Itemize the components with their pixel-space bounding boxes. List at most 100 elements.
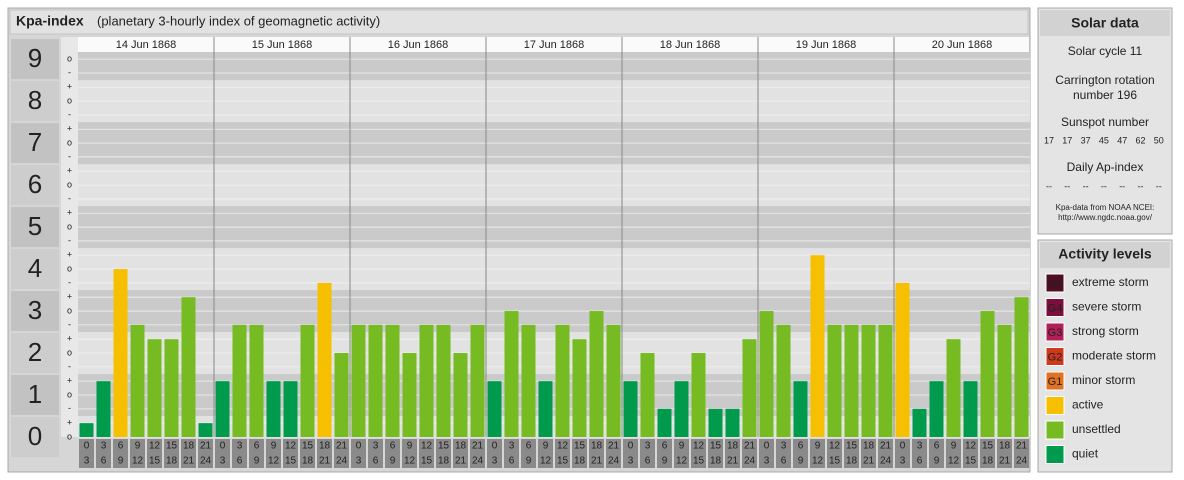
bar — [368, 324, 383, 437]
legend-swatch — [1045, 273, 1065, 293]
date-label: 19 Jun 1868 — [796, 39, 857, 51]
legend-swatch — [1045, 298, 1065, 317]
y-tick-label: 6 — [28, 169, 42, 199]
y-tick-label: 0 — [28, 421, 42, 451]
hour-label: 6 — [373, 456, 379, 467]
legend-badge: G5 — [1048, 278, 1063, 290]
hour-label: 15 — [710, 441, 722, 452]
y-minor-label: o — [67, 95, 72, 105]
hour-label: 24 — [744, 456, 756, 467]
date-label: 15 Jun 1868 — [252, 39, 313, 51]
hour-box — [147, 439, 162, 468]
hour-label: 3 — [237, 441, 243, 452]
date-label: 16 Jun 1868 — [388, 39, 449, 51]
hour-box — [844, 439, 859, 468]
hour-label: 6 — [781, 456, 787, 467]
bar — [810, 255, 825, 437]
bar — [725, 408, 740, 437]
legend-swatch — [1045, 420, 1065, 440]
bar — [249, 324, 264, 437]
bar — [759, 311, 774, 437]
hour-box — [283, 439, 298, 468]
band — [78, 52, 1030, 81]
hour-label: 9 — [271, 441, 277, 452]
hour-label: 0 — [84, 441, 90, 452]
y-minor-label: + — [67, 334, 72, 344]
hour-label: 9 — [390, 456, 396, 467]
solar-panel — [1037, 7, 1173, 235]
hour-box — [878, 439, 893, 468]
hour-box — [487, 439, 502, 468]
digit-box — [11, 291, 59, 332]
hour-label: 24 — [200, 456, 212, 467]
hour-label: 18 — [438, 456, 450, 467]
legend-swatch — [1045, 371, 1065, 391]
hour-label: 3 — [356, 456, 362, 467]
hour-box — [470, 439, 485, 468]
hour-label: 6 — [526, 441, 532, 452]
bar — [436, 324, 451, 437]
hour-label: 12 — [676, 456, 688, 467]
hour-box — [419, 439, 434, 468]
hour-label: 15 — [557, 456, 569, 467]
hour-box — [504, 439, 519, 468]
bar — [130, 324, 145, 437]
hour-label: 12 — [540, 456, 552, 467]
hour-label: 6 — [645, 456, 651, 467]
digit-box — [11, 123, 59, 164]
hour-label: 0 — [628, 441, 634, 452]
y-minor-label: + — [67, 292, 72, 302]
sunspot-value: 62 — [1135, 135, 1145, 145]
hour-box — [164, 439, 179, 468]
hour-label: 9 — [543, 441, 549, 452]
sunspot-value: 17 — [1062, 135, 1072, 145]
hour-label: 21 — [455, 456, 467, 467]
y-minor-label: o — [67, 221, 72, 231]
hour-label: 21 — [319, 456, 331, 467]
hour-label: 18 — [574, 456, 586, 467]
hour-label: 6 — [934, 441, 940, 452]
bar — [317, 282, 332, 437]
hour-box — [980, 439, 995, 468]
bar — [470, 324, 485, 437]
hour-label: 12 — [812, 456, 824, 467]
ap-title: Daily Ap-index — [1067, 160, 1144, 174]
hour-box — [113, 439, 128, 468]
solar-title: Solar data — [1071, 15, 1139, 31]
y-tick-label: 8 — [28, 85, 42, 115]
bar — [164, 339, 179, 437]
hour-box — [96, 439, 111, 468]
hour-label: 18 — [982, 456, 994, 467]
bar — [912, 408, 927, 437]
hour-label: 9 — [951, 441, 957, 452]
hour-box — [317, 439, 332, 468]
hour-label: 12 — [948, 456, 960, 467]
hour-label: 15 — [574, 441, 586, 452]
hour-box — [402, 439, 417, 468]
hour-label: 24 — [336, 456, 348, 467]
hour-box — [181, 439, 196, 468]
y-minor-label: + — [67, 82, 72, 92]
hour-box — [521, 439, 536, 468]
hour-label: 21 — [200, 441, 212, 452]
sunspot-value: 47 — [1117, 135, 1127, 145]
legend-label: moderate storm — [1072, 349, 1156, 363]
y-minor-label: + — [67, 124, 72, 134]
hour-label: 9 — [135, 441, 141, 452]
hour-label: 3 — [781, 441, 787, 452]
y-tick-label: 7 — [28, 127, 42, 157]
bar — [232, 324, 247, 437]
hour-box — [725, 439, 740, 468]
hour-label: 12 — [421, 441, 433, 452]
sunspot-value: 17 — [1044, 135, 1054, 145]
hour-label: 21 — [863, 456, 875, 467]
hour-box — [674, 439, 689, 468]
hour-label: 24 — [880, 456, 892, 467]
bar — [521, 324, 536, 437]
hour-label: 15 — [421, 456, 433, 467]
hour-label: 6 — [662, 441, 668, 452]
bar — [96, 381, 111, 437]
solar-cycle: Solar cycle 11 — [1068, 44, 1143, 58]
digit-box — [11, 417, 59, 457]
date-label: 14 Jun 1868 — [116, 39, 177, 51]
